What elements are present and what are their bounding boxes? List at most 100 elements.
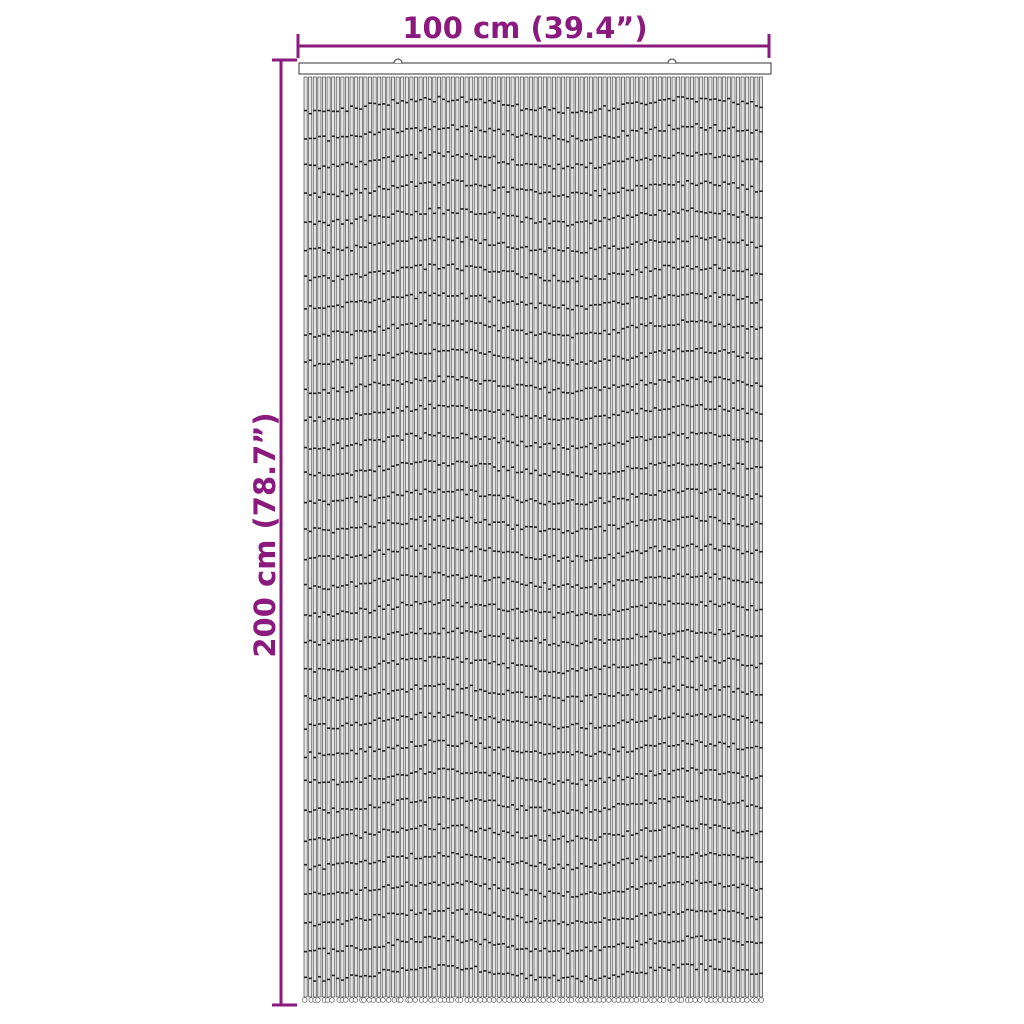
bead-strand <box>692 76 699 1003</box>
bead-strand <box>703 76 710 1003</box>
bead-strand <box>639 76 646 1003</box>
bead-strand <box>301 76 308 1003</box>
bead-strand <box>758 76 764 1003</box>
bead-strand <box>687 76 694 1003</box>
bead-strand <box>431 76 438 1003</box>
bead-strand <box>361 76 368 1003</box>
bead-strand <box>560 76 566 1003</box>
bead-strand <box>575 76 581 1003</box>
bead-strand <box>339 76 345 1003</box>
bead-strand <box>697 76 704 1003</box>
bead-strand <box>615 76 622 1003</box>
bead-strand <box>620 76 626 1003</box>
bead-strand <box>708 76 714 1003</box>
bead-strand <box>643 76 649 1003</box>
bead-strand <box>578 76 584 1003</box>
bead-strand <box>510 76 517 1003</box>
bead-strand <box>515 76 521 1003</box>
bead-strand <box>315 76 322 1003</box>
bead-strand <box>448 76 455 1003</box>
bead-strand <box>308 76 314 1003</box>
bead-strand <box>519 76 526 1003</box>
bead-strand <box>524 76 531 1003</box>
bead-strand <box>398 76 405 1003</box>
bead-strand <box>375 76 382 1003</box>
bead-strand <box>735 76 741 1003</box>
bead-strand <box>437 76 443 1003</box>
bead-strand <box>352 76 359 1003</box>
bead-strand <box>726 76 733 1003</box>
bead-strand <box>591 76 598 1003</box>
bead-strand <box>486 76 493 1003</box>
bead-strand <box>404 76 411 1003</box>
bead-strand <box>568 76 575 1003</box>
bead-strand <box>491 76 497 1003</box>
bead-strand <box>427 76 434 1003</box>
bead-strand <box>457 76 464 1003</box>
bead-strand <box>455 76 461 1003</box>
bead-strand <box>501 76 508 1003</box>
hook-left <box>393 58 403 64</box>
bead-strand <box>657 76 663 1003</box>
hook-right <box>667 58 677 64</box>
bead-strand <box>358 76 365 1003</box>
bead-strand <box>611 76 617 1003</box>
bead-strand <box>348 76 355 1003</box>
bead-strand <box>412 76 418 1003</box>
bead-strand <box>678 76 685 1003</box>
bead-strand <box>343 76 349 1003</box>
bead-strand <box>583 76 589 1003</box>
bead-strand <box>537 76 543 1003</box>
bead-strand <box>445 76 452 1003</box>
bead-strand <box>370 76 377 1003</box>
bead-strand <box>472 76 478 1003</box>
bead-strand <box>391 76 398 1003</box>
bead-strand <box>676 76 682 1003</box>
bead-strand <box>324 76 331 1003</box>
bead-strand <box>380 76 386 1003</box>
bead-strand <box>600 76 607 1003</box>
bead-strand <box>712 76 718 1003</box>
bead-strand <box>481 76 488 1003</box>
bead-strand <box>321 76 328 1003</box>
width-label: 100 cm (39.4”) <box>402 11 647 45</box>
bead-strand <box>588 76 594 1003</box>
bead-strand <box>386 76 392 1003</box>
bead-strand <box>670 76 676 1003</box>
bead-strand <box>606 76 612 1003</box>
bead-strand <box>629 76 635 1003</box>
bead-strand <box>667 76 674 1003</box>
bead-strand <box>749 76 756 1003</box>
bead-strand <box>717 76 724 1003</box>
bead-strand <box>464 76 470 1003</box>
bead-strand <box>329 76 336 1003</box>
curtain-rail <box>298 62 772 75</box>
bead-strand <box>496 76 502 1003</box>
bead-strands <box>301 76 764 1003</box>
bead-strand <box>395 76 402 1003</box>
bead-strand <box>366 76 372 1003</box>
bead-strand <box>540 76 547 1003</box>
bead-strand <box>739 76 746 1003</box>
height-label: 200 cm (78.7”) <box>248 412 282 657</box>
bead-strand <box>596 76 602 1003</box>
bead-strand <box>467 76 474 1003</box>
bead-strand <box>550 76 556 1003</box>
bead-strand <box>312 76 318 1003</box>
bead-strand <box>418 76 425 1003</box>
bead-strand <box>422 76 428 1003</box>
bead-strand <box>684 76 691 1003</box>
bead-strand <box>531 76 538 1003</box>
bead-strand <box>506 76 512 1003</box>
bead-strand <box>624 76 630 1003</box>
bead-strand <box>651 76 658 1003</box>
bead-strand <box>546 76 552 1003</box>
bead-strand <box>407 76 414 1003</box>
bead-strand <box>633 76 640 1003</box>
bead-strand <box>528 76 534 1003</box>
bead-strand <box>660 76 667 1003</box>
bead-strand <box>731 76 737 1003</box>
dimension-lines <box>272 34 771 1007</box>
